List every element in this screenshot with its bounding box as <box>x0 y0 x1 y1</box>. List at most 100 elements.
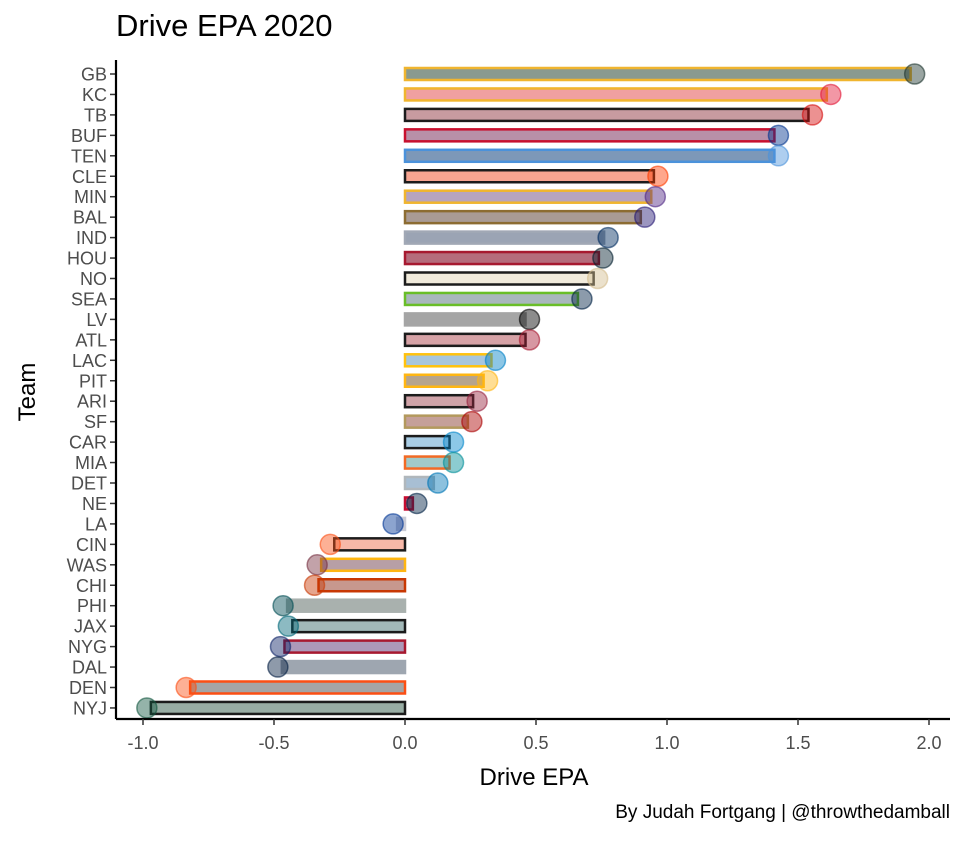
logo-det-icon <box>427 472 449 494</box>
logo-den-icon <box>175 676 197 699</box>
logo-car-icon <box>442 431 465 453</box>
bar-nyj <box>149 700 407 716</box>
logo-ten-icon <box>767 145 790 167</box>
bar-ari <box>403 393 475 409</box>
bar-lv <box>403 312 527 327</box>
logo-buf-icon <box>767 124 790 147</box>
y-tick-label-sf: SF <box>84 412 107 432</box>
bar-chi <box>317 578 407 593</box>
bar-min <box>403 189 653 204</box>
y-tick-label-cin: CIN <box>76 535 107 555</box>
logo-kc-icon <box>820 83 842 106</box>
x-tick-label: 1.0 <box>654 733 679 753</box>
y-tick-label-den: DEN <box>69 678 107 698</box>
logo-lac-icon <box>484 349 507 372</box>
logo-dal-icon <box>267 656 289 678</box>
y-tick-label-det: DET <box>71 474 107 494</box>
y-tick-label-ne: NE <box>82 494 107 514</box>
logo-was-icon <box>306 554 328 576</box>
logo-jax-icon <box>277 615 300 637</box>
bar-nyg <box>283 639 407 654</box>
bar-car <box>403 434 451 450</box>
bar-sf <box>403 414 470 429</box>
y-tick-label-lv: LV <box>86 310 107 330</box>
bar-pit <box>403 373 485 388</box>
logo-ari-icon <box>466 390 488 412</box>
logo-atl-icon <box>518 329 541 351</box>
x-tick-label: -1.0 <box>127 733 158 753</box>
y-tick-label-mia: MIA <box>75 453 107 473</box>
bar-ten <box>403 148 776 164</box>
bar-det <box>403 475 436 491</box>
logo-bal-icon <box>634 206 656 228</box>
y-tick-label-jax: JAX <box>74 617 107 637</box>
logo-chi-icon <box>303 574 326 596</box>
logo-ind-icon <box>597 226 619 249</box>
bar-cle <box>403 169 656 184</box>
y-tick-label-was: WAS <box>67 555 107 575</box>
logo-mia-icon <box>442 451 465 474</box>
logo-pit-icon <box>476 370 499 392</box>
bar-phi <box>285 598 407 613</box>
logo-lv-icon <box>518 308 541 331</box>
bar-sea <box>403 291 580 307</box>
x-tick-label: 2.0 <box>916 733 941 753</box>
y-tick-label-nyj: NYJ <box>73 698 107 718</box>
logo-nyg-icon <box>269 635 292 658</box>
bar-no <box>403 271 595 286</box>
x-tick-label: 1.5 <box>785 733 810 753</box>
y-tick-label-ten: TEN <box>71 146 107 166</box>
logo-hou-icon <box>592 247 614 269</box>
y-tick-label-kc: KC <box>82 85 107 105</box>
y-tick-label-buf: BUF <box>71 126 107 146</box>
y-tick-label-lac: LAC <box>72 351 107 371</box>
y-tick-label-tb: TB <box>84 105 107 125</box>
logos-layer <box>136 63 926 719</box>
logo-cin-icon <box>319 533 342 556</box>
bar-atl <box>403 332 527 348</box>
bars-layer <box>149 66 912 716</box>
logo-no-icon <box>586 267 609 290</box>
bar-jax <box>291 618 407 634</box>
bar-cin <box>333 537 407 552</box>
caption: By Judah Fortgang | @throwthedamball <box>615 802 950 823</box>
y-tick-label-atl: ATL <box>75 330 107 350</box>
logo-phi-icon <box>272 594 294 617</box>
bar-den <box>188 680 407 695</box>
y-tick-label-ind: IND <box>76 228 107 248</box>
logo-nyj-icon <box>136 697 158 719</box>
x-tick-label: 0.5 <box>523 733 548 753</box>
y-tick-label-phi: PHI <box>77 596 107 616</box>
bar-mia <box>403 455 451 470</box>
y-tick-label-la: LA <box>85 514 107 534</box>
y-tick-label-car: CAR <box>69 433 107 453</box>
bar-buf <box>403 128 776 143</box>
bar-bal <box>403 209 643 225</box>
bar-ind <box>403 230 606 245</box>
y-tick-label-pit: PIT <box>79 371 107 391</box>
logo-gb-icon <box>903 63 926 85</box>
y-tick-label-dal: DAL <box>72 658 107 678</box>
x-tick-label: -0.5 <box>258 733 289 753</box>
bar-gb <box>403 66 912 82</box>
y-axis-title: Team <box>14 363 41 422</box>
x-axis-title: Drive EPA <box>480 764 589 791</box>
logo-la-icon <box>382 513 404 535</box>
logo-tb-icon <box>801 104 824 126</box>
y-tick-label-ari: ARI <box>77 392 107 412</box>
y-tick-label-sea: SEA <box>71 289 107 309</box>
y-tick-label-bal: BAL <box>73 208 107 228</box>
logo-ne-icon <box>406 492 428 515</box>
bar-dal <box>280 659 407 675</box>
y-tick-label-no: NO <box>80 269 107 289</box>
logo-sea-icon <box>571 288 593 310</box>
logo-sf-icon <box>461 410 483 433</box>
y-tick-label-cle: CLE <box>72 167 107 187</box>
bar-kc <box>403 87 829 102</box>
bar-lac <box>403 353 493 368</box>
bar-hou <box>403 250 601 266</box>
y-tick-label-hou: HOU <box>67 249 107 269</box>
x-tick-label: 0.0 <box>392 733 417 753</box>
logo-min-icon <box>644 185 667 208</box>
